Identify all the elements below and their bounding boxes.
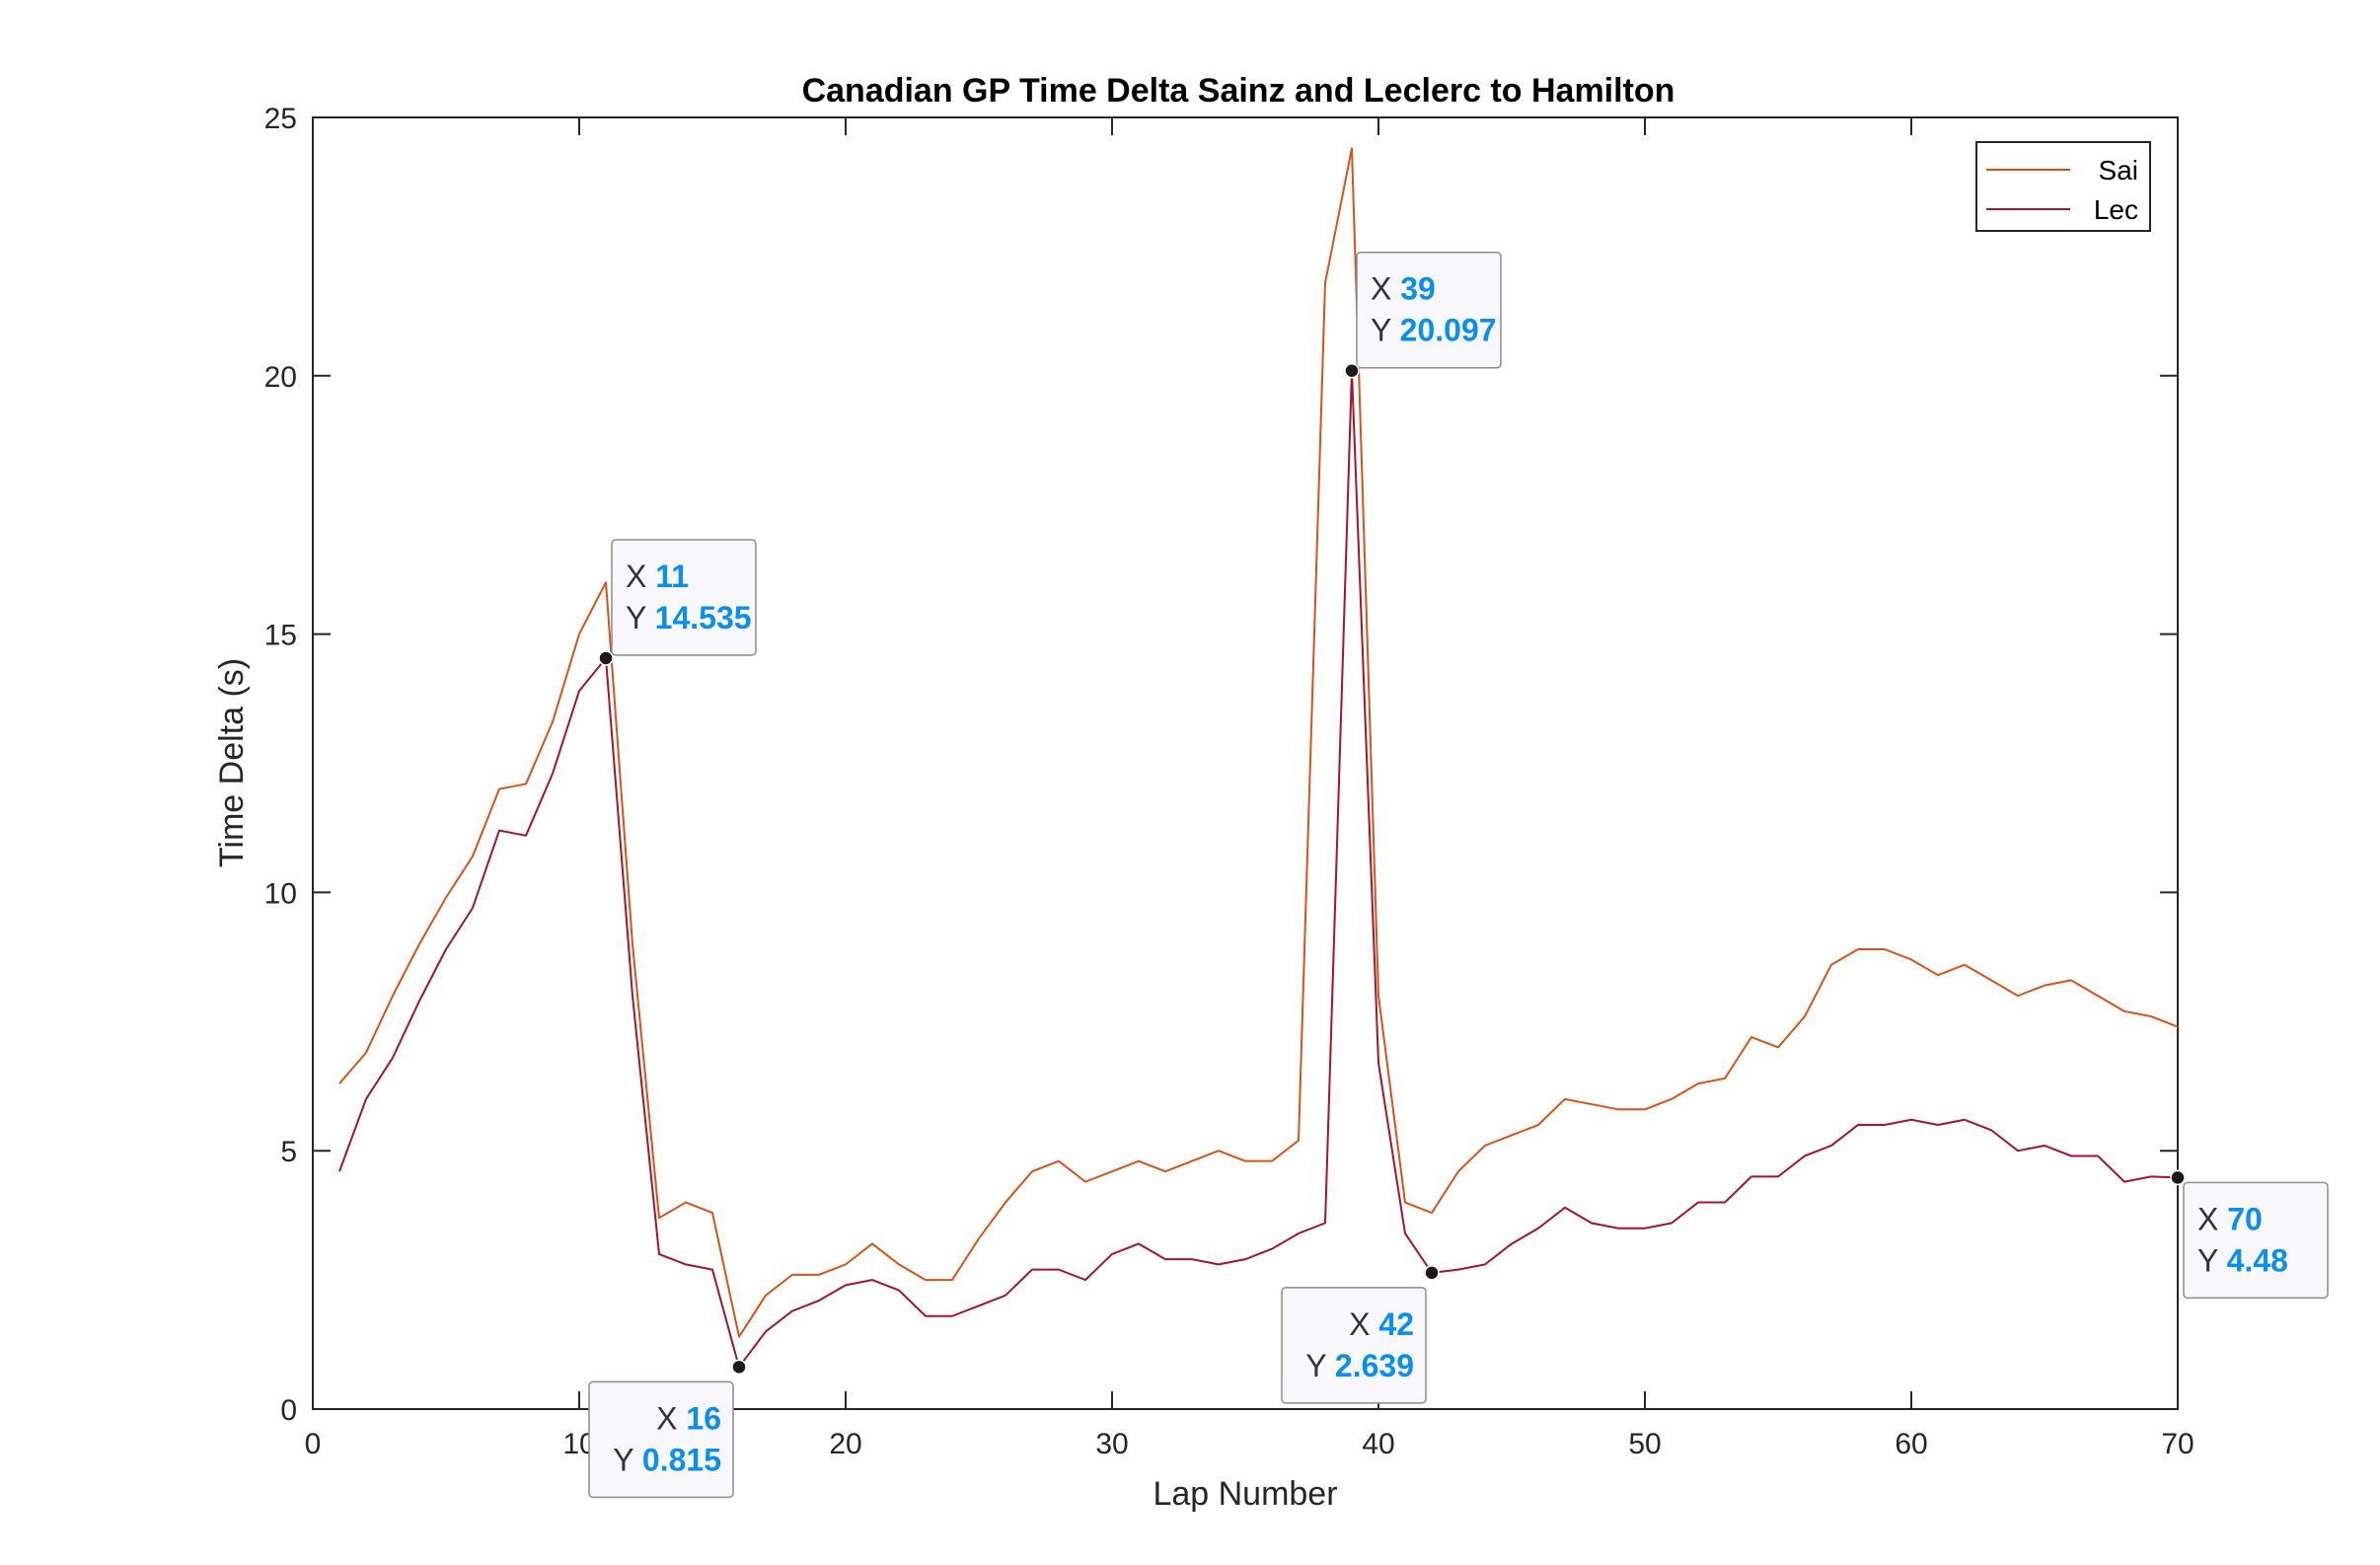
x-tick-label: 40 bbox=[1362, 1428, 1394, 1460]
datatip-box bbox=[588, 1380, 734, 1499]
datatip[interactable]: X 42 Y 2.639 bbox=[1281, 1265, 1440, 1404]
datatip-x: X 42 bbox=[1349, 1306, 1414, 1342]
x-tick-label: 60 bbox=[1895, 1428, 1927, 1460]
x-axis-label: Lap Number bbox=[1153, 1475, 1337, 1513]
datatip-marker[interactable] bbox=[731, 1359, 747, 1376]
datatip-marker[interactable] bbox=[1424, 1265, 1440, 1281]
x-tick-label: 30 bbox=[1095, 1428, 1128, 1460]
datatip-box bbox=[2183, 1181, 2329, 1300]
datatip-marker[interactable] bbox=[2170, 1169, 2186, 1186]
datatip[interactable]: X 39 Y 20.097 bbox=[1344, 251, 1502, 379]
y-axis: 0 5 10 15 20 25 bbox=[264, 103, 2178, 1427]
datatip[interactable]: X 70 Y 4.48 bbox=[2170, 1169, 2329, 1300]
y-tick-label: 15 bbox=[264, 620, 297, 652]
datatip-marker[interactable] bbox=[1344, 362, 1360, 379]
datatip-x: X 16 bbox=[656, 1400, 721, 1436]
datatip-y: Y 14.535 bbox=[626, 600, 752, 635]
datatip-x: X 39 bbox=[1371, 271, 1436, 307]
datatip[interactable]: X 11 Y 14.535 bbox=[598, 539, 757, 666]
series-line-lec bbox=[338, 369, 2179, 1369]
datatip-box bbox=[611, 539, 757, 656]
datatip[interactable]: X 16 Y 0.815 bbox=[588, 1359, 747, 1499]
x-axis: 0 10 20 30 40 50 60 70 bbox=[305, 117, 2194, 1460]
legend-entry: Lec bbox=[2094, 194, 2138, 225]
y-tick-label: 5 bbox=[280, 1136, 297, 1168]
x-tick-label: 20 bbox=[829, 1428, 861, 1460]
datatip-x: X 11 bbox=[626, 559, 689, 594]
legend: Sai Lec bbox=[1975, 141, 2151, 232]
datatip-y: Y 4.48 bbox=[2197, 1242, 2288, 1278]
y-axis-label: Time Delta (s) bbox=[213, 658, 251, 867]
y-tick-label: 25 bbox=[264, 103, 297, 135]
datatip-x: X 70 bbox=[2197, 1201, 2263, 1236]
y-tick-label: 20 bbox=[264, 361, 297, 394]
datatip-y: Y 0.815 bbox=[613, 1442, 721, 1477]
series-line-sai bbox=[338, 147, 2179, 1338]
x-tick-label: 0 bbox=[305, 1428, 322, 1460]
x-tick-label: 70 bbox=[2161, 1428, 2194, 1460]
datatip-layer: X 11 Y 14.535 X 16 Y 0.815 X 39 Y 20.097 X 42 Y… bbox=[588, 251, 2329, 1499]
legend-box bbox=[1975, 141, 2151, 232]
y-tick-label: 0 bbox=[280, 1394, 297, 1427]
plot-area bbox=[312, 116, 2179, 1410]
datatip-y: Y 2.639 bbox=[1305, 1348, 1414, 1383]
x-tick-label: 50 bbox=[1628, 1428, 1661, 1460]
datatip-marker[interactable] bbox=[598, 650, 614, 666]
series-layer bbox=[338, 147, 2179, 1369]
legend-entry: Sai bbox=[2099, 155, 2138, 186]
datatip-y: Y 20.097 bbox=[1371, 313, 1497, 348]
chart-title: Canadian GP Time Delta Sainz and Leclerc… bbox=[802, 72, 1675, 110]
datatip-box bbox=[1356, 251, 1502, 369]
datatip-box bbox=[1281, 1287, 1427, 1404]
y-tick-label: 10 bbox=[264, 877, 297, 910]
